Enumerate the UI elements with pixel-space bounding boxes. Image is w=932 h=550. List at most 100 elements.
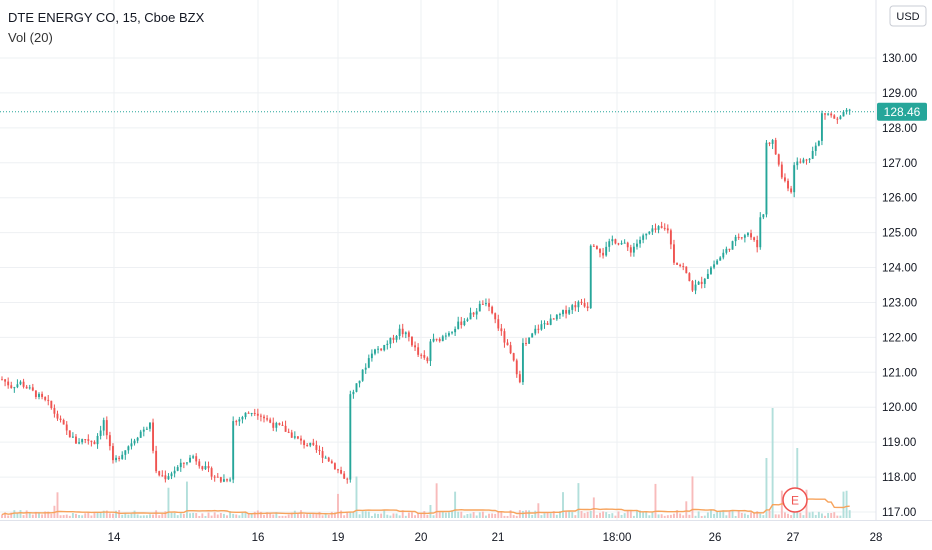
candle: [22, 378, 25, 389]
time-axis[interactable]: 14 16 19 20 21 18:00 26 27 28: [108, 532, 883, 544]
volume-bar: [580, 511, 583, 518]
volume-bar: [263, 514, 265, 518]
volume-bar: [577, 483, 580, 518]
candles: [1, 108, 851, 484]
candle: [432, 333, 435, 343]
price-tick-label: 126.00: [882, 193, 917, 205]
candle: [518, 370, 521, 384]
candle: [565, 305, 568, 319]
volume-bar: [654, 483, 657, 518]
candle: [423, 350, 426, 360]
volume-bar: [210, 515, 213, 518]
candle: [176, 465, 179, 472]
volume-bar: [620, 514, 623, 518]
volume-bar: [87, 512, 90, 518]
volume-bar: [213, 512, 216, 518]
candle: [830, 112, 833, 118]
candle: [330, 459, 333, 464]
candle: [753, 236, 756, 242]
candle: [762, 213, 765, 220]
candle: [639, 236, 642, 248]
candle: [315, 440, 318, 453]
candle: [796, 157, 799, 170]
volume-bar: [352, 511, 355, 518]
candle: [657, 225, 660, 234]
candle: [290, 429, 293, 438]
volume-bar: [222, 513, 225, 518]
volume-bar: [743, 513, 746, 518]
volume-bar: [571, 512, 574, 518]
volume-bar: [629, 510, 632, 518]
candle: [595, 245, 598, 250]
volume-bar: [808, 512, 811, 518]
price-axis[interactable]: 130.00 129.00 128.00 127.00 126.00 125.00 124.…: [882, 53, 917, 519]
volume-bar: [839, 515, 842, 518]
volume-bar: [583, 513, 586, 518]
volume-bar: [349, 511, 352, 518]
candle: [592, 244, 595, 247]
volume-bar: [389, 515, 392, 518]
volume-indicator-title[interactable]: Vol (20): [8, 30, 53, 45]
candle: [685, 266, 688, 274]
volume-bar: [796, 448, 799, 518]
volume-bar: [401, 510, 404, 518]
price-tick-label: 119.00: [882, 437, 916, 449]
candle: [817, 140, 820, 147]
candle: [244, 412, 247, 420]
currency-button[interactable]: USD: [889, 5, 927, 27]
volume-bar: [429, 504, 432, 518]
time-tick-label: 18:00: [603, 532, 632, 544]
volume-bar: [176, 515, 179, 518]
candle: [694, 279, 697, 295]
candle: [358, 380, 361, 388]
candle: [59, 415, 62, 423]
candle: [651, 224, 654, 235]
candle: [108, 431, 111, 451]
volume-bar: [746, 514, 749, 518]
volume-bar: [799, 512, 802, 518]
candle: [691, 280, 694, 292]
candle: [703, 277, 706, 289]
volume-bar: [364, 511, 367, 518]
candle: [204, 461, 207, 470]
candle: [833, 114, 836, 119]
volume-bar: [441, 511, 444, 518]
volume-bar: [759, 513, 762, 518]
volume-bar: [47, 511, 50, 518]
volume-bar: [848, 510, 851, 518]
candle: [472, 311, 475, 318]
volume-bar: [737, 510, 740, 518]
candle: [429, 338, 432, 367]
volume-bar: [827, 513, 830, 518]
volume-bar: [81, 515, 84, 518]
candle: [808, 157, 811, 163]
candle: [531, 332, 534, 338]
volume-bar: [632, 515, 635, 518]
candle: [605, 241, 608, 257]
price-tick-label: 127.00: [882, 158, 917, 170]
earnings-marker[interactable]: E: [782, 487, 808, 513]
volume-bar: [50, 513, 53, 518]
candle: [636, 239, 638, 250]
time-tick-label: 16: [252, 532, 265, 544]
candle: [139, 429, 142, 438]
volume-bar: [448, 512, 450, 518]
volume-bar: [90, 515, 93, 518]
candle: [56, 410, 59, 421]
volume-bar: [660, 514, 663, 518]
volume-bar: [287, 514, 290, 518]
candle: [497, 314, 500, 331]
volume-bar: [756, 511, 759, 518]
candle: [820, 110, 823, 146]
candle: [195, 453, 198, 465]
candle: [568, 307, 571, 316]
symbol-title[interactable]: DTE ENERGY CO, 15, Cboe BZX: [8, 10, 205, 25]
candle: [84, 439, 87, 444]
volume-bar: [99, 513, 102, 518]
time-tick-label: 28: [870, 532, 883, 544]
candle: [645, 233, 648, 240]
volume-bar: [842, 491, 845, 518]
candle: [521, 338, 524, 385]
